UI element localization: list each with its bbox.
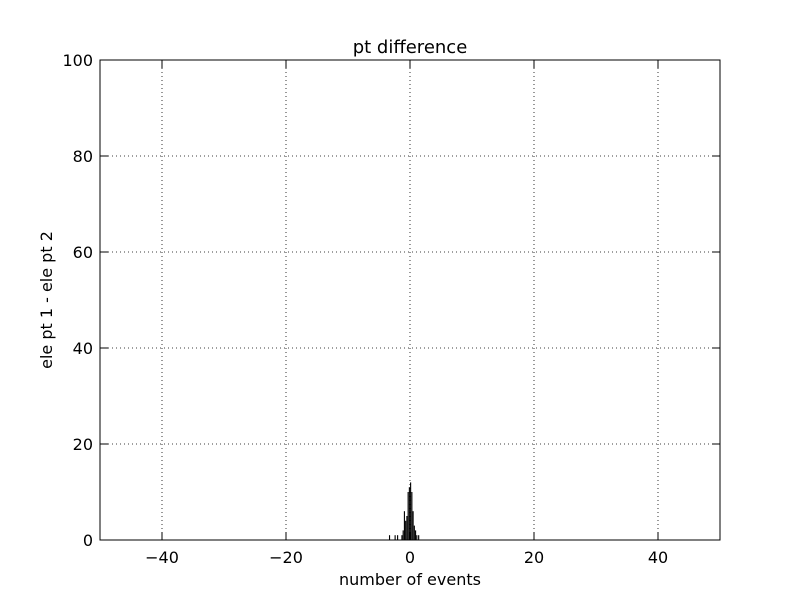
histogram-bar bbox=[403, 511, 405, 540]
histogram-bars bbox=[388, 482, 420, 540]
x-axis-label: number of events bbox=[339, 570, 481, 589]
histogram-bar bbox=[411, 492, 413, 540]
x-tick-label: −20 bbox=[269, 548, 303, 567]
y-tick-label: 20 bbox=[73, 435, 93, 454]
y-tick-label: 80 bbox=[73, 147, 93, 166]
histogram-bar bbox=[418, 535, 420, 540]
x-tick-label: 0 bbox=[405, 548, 415, 567]
chart-title: pt difference bbox=[353, 37, 468, 58]
x-tick-label: −40 bbox=[145, 548, 179, 567]
histogram-bar bbox=[402, 530, 404, 540]
y-tick-label: 40 bbox=[73, 339, 93, 358]
y-tick-label: 60 bbox=[73, 243, 93, 262]
histogram-bar bbox=[405, 520, 407, 540]
histogram-bar bbox=[401, 535, 403, 540]
y-tick-label: 0 bbox=[83, 531, 93, 550]
x-tick-labels: −40 −20 0 20 40 bbox=[145, 548, 668, 567]
y-axis-label: ele pt 1 - ele pt 2 bbox=[37, 231, 56, 369]
histogram-bar bbox=[416, 535, 418, 540]
histogram-bar bbox=[412, 511, 414, 540]
grid-lines bbox=[100, 60, 720, 540]
histogram-bar bbox=[406, 516, 408, 540]
y-tick-labels: 0 20 40 60 80 100 bbox=[62, 51, 93, 550]
x-tick-label: 20 bbox=[524, 548, 544, 567]
histogram-bar bbox=[388, 535, 391, 540]
histogram-bar bbox=[407, 492, 409, 540]
x-tick-label: 40 bbox=[648, 548, 668, 567]
histogram-bar bbox=[408, 487, 410, 540]
histogram-bar bbox=[410, 482, 412, 540]
histogram-bar bbox=[394, 535, 396, 540]
histogram-bar bbox=[397, 535, 399, 540]
y-tick-label: 100 bbox=[62, 51, 93, 70]
axis-ticks bbox=[100, 59, 720, 541]
histogram-bar bbox=[413, 525, 415, 540]
histogram-bar bbox=[415, 530, 417, 540]
